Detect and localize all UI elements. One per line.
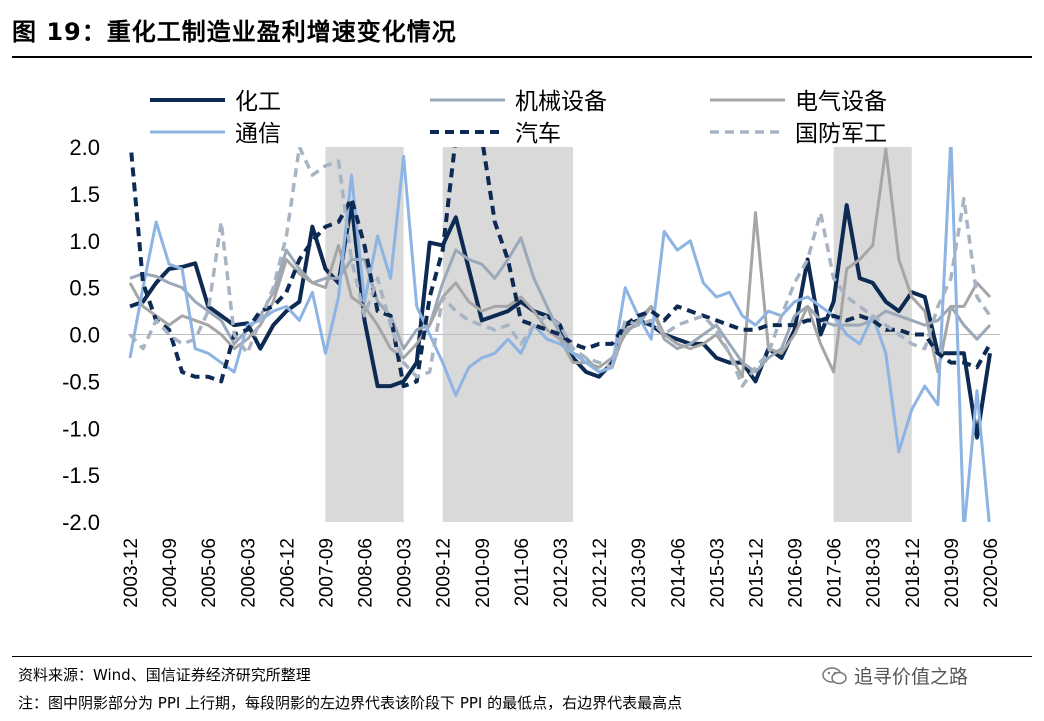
x-tick-label: 2018-12 (903, 538, 924, 608)
title-rule (12, 56, 1032, 58)
series-line-3 (128, 147, 992, 379)
title-bar: 图 19：重化工制造业盈利增速变化情况 (0, 0, 1044, 62)
y-tick-label: -0.5 (62, 369, 100, 394)
y-tick-label: 0.5 (69, 276, 100, 301)
x-tick-label: 2012-03 (551, 538, 572, 608)
source-note: 资料来源：Wind、国信证券经济研究所整理 (18, 666, 311, 684)
y-tick-label: -1.0 (62, 416, 100, 441)
legend-label-3: 电气设备 (795, 89, 887, 115)
x-tick-label: 2008-06 (356, 538, 377, 608)
x-tick-label: 2006-12 (277, 538, 298, 608)
x-tick-label: 2013-09 (629, 538, 650, 608)
x-tick-label: 2010-09 (473, 538, 494, 608)
x-tick-label: 2015-03 (707, 538, 728, 608)
y-tick-label: 2.0 (69, 135, 100, 160)
footer-rule (12, 656, 1032, 657)
x-tick-label: 2009-03 (395, 538, 416, 608)
legend-label-1: 化工 (235, 89, 281, 115)
watermark: 追寻价值之路 (822, 662, 968, 689)
shading-note: 注：图中阴影部分为 PPI 上行期，每段阴影的左边界代表该阶段下 PPI 的最低… (18, 694, 683, 712)
x-tick-label: 2020-06 (981, 538, 1002, 608)
y-tick-label: -1.5 (62, 463, 100, 488)
watermark-text: 追寻价值之路 (854, 666, 969, 688)
x-tick-label: 2009-12 (434, 538, 455, 608)
series-line-5 (128, 147, 992, 389)
page-title: 图 19：重化工制造业盈利增速变化情况 (12, 18, 457, 46)
x-tick-label: 2016-09 (786, 538, 807, 608)
series-line-1 (129, 201, 992, 440)
x-tick-label: 2004-09 (160, 538, 181, 608)
x-tick-label: 2006-03 (238, 538, 259, 608)
x-tick-label: 2014-06 (668, 538, 689, 608)
y-tick-label: 1.0 (69, 229, 100, 254)
legend-label-4: 通信 (235, 121, 281, 147)
y-tick-label: -2.0 (62, 510, 100, 535)
x-axis-ticks: 2003-12 2004-09 2005-06 2006-03 2006-12 2007-… (121, 538, 1002, 608)
x-tick-label: 2017-06 (825, 538, 846, 608)
x-tick-label: 2003-12 (121, 538, 142, 608)
y-axis-ticks: 2.0 1.5 1.0 0.5 0.0 -0.5 -1.0 -1.5 -2.0 (62, 135, 100, 535)
wechat-icon (822, 666, 847, 684)
series-line-4 (128, 147, 991, 522)
x-tick-label: 2005-06 (199, 538, 220, 608)
series-lines (128, 147, 992, 522)
x-tick-label: 2007-09 (316, 538, 337, 608)
legend-label-6: 国防军工 (795, 121, 887, 147)
y-tick-label: 0.0 (69, 323, 100, 348)
legend-label-2: 机械设备 (515, 89, 607, 115)
chart: 2.01.51.00.50.0-0.5-1.0-1.5-2.0 2003-12 2… (62, 89, 1002, 608)
x-tick-label: 2015-12 (746, 538, 767, 608)
x-tick-label: 2019-09 (942, 538, 963, 608)
x-tick-label: 2018-03 (864, 538, 885, 608)
x-tick-label: 2011-06 (512, 538, 533, 606)
x-tick-label: 2012-12 (590, 538, 611, 608)
series-line-6 (128, 147, 992, 388)
y-tick-label: 1.5 (69, 182, 100, 207)
legend-label-5: 汽车 (515, 121, 561, 147)
